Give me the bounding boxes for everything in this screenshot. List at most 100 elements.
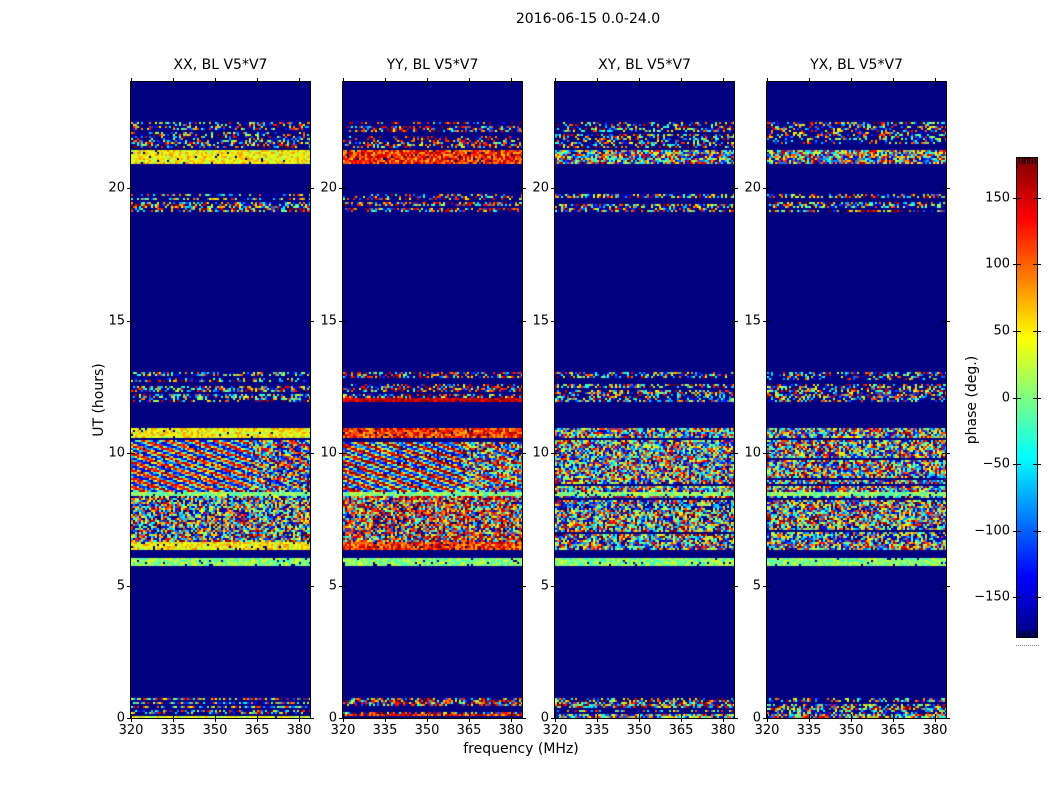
x-tick-mark (935, 78, 936, 86)
colorbar-tick-mark (1013, 331, 1021, 332)
heatmap-yy (343, 82, 522, 718)
x-tick-mark (851, 714, 852, 722)
y-tick-mark (763, 586, 771, 587)
colorbar-label: phase (deg.) (964, 355, 980, 445)
y-tick-label: 15 (320, 313, 337, 329)
colorbar-tick-mark (1033, 198, 1041, 199)
x-tick-mark (257, 714, 258, 722)
colorbar-tick-label: −100 (974, 523, 1010, 539)
y-tick-label: 5 (116, 578, 125, 594)
y-tick-label: 10 (108, 445, 125, 461)
x-tick-mark (597, 78, 598, 86)
x-tick-mark (131, 78, 132, 86)
y-tick-mark (518, 453, 526, 454)
y-tick-mark (339, 586, 347, 587)
colorbar-tick-mark (1013, 264, 1021, 265)
y-tick-mark (306, 586, 314, 587)
x-tick-mark (469, 78, 470, 86)
y-tick-label: 20 (532, 180, 549, 196)
x-tick-mark (723, 714, 724, 722)
x-tick-mark (639, 78, 640, 86)
x-tick-label: 350 (202, 723, 228, 738)
y-tick-mark (942, 321, 950, 322)
x-tick-mark (469, 714, 470, 722)
y-tick-label: 20 (744, 180, 761, 196)
y-tick-mark (763, 718, 771, 719)
y-tick-mark (339, 453, 347, 454)
x-tick-label: 335 (160, 723, 186, 738)
y-tick-mark (730, 188, 738, 189)
colorbar-tick-mark (1013, 597, 1021, 598)
x-tick-mark (511, 78, 512, 86)
x-tick-label: 335 (584, 723, 610, 738)
x-tick-mark (935, 714, 936, 722)
panel-xy: XY, BL V5*V7 320 335 350 365 380 0 5 10 15 20 (532, 57, 738, 738)
y-tick-mark (730, 321, 738, 322)
y-tick-mark (942, 453, 950, 454)
x-tick-label: 335 (796, 723, 822, 738)
colorbar-tick-mark (1013, 198, 1021, 199)
panel-title-xy: XY, BL V5*V7 (598, 57, 691, 73)
colorbar (1016, 157, 1038, 638)
y-tick-mark (518, 188, 526, 189)
colorbar-tick-mark (1033, 464, 1041, 465)
y-tick-mark (730, 718, 738, 719)
x-tick-label: 320 (118, 723, 144, 738)
y-tick-mark (551, 718, 559, 719)
y-tick-mark (127, 321, 135, 322)
y-tick-mark (518, 321, 526, 322)
x-tick-mark (597, 714, 598, 722)
y-tick-label: 5 (328, 578, 337, 594)
x-tick-mark (681, 714, 682, 722)
y-tick-mark (551, 321, 559, 322)
x-tick-mark (343, 78, 344, 86)
x-tick-label: 320 (754, 723, 780, 738)
y-tick-mark (551, 188, 559, 189)
y-tick-label: 20 (320, 180, 337, 196)
x-tick-mark (173, 714, 174, 722)
y-tick-mark (551, 586, 559, 587)
x-tick-label: 380 (286, 723, 312, 738)
x-tick-label: 380 (922, 723, 948, 738)
y-tick-mark (763, 453, 771, 454)
y-tick-label: 15 (532, 313, 549, 329)
colorbar-tick-mark (1013, 531, 1021, 532)
figure-title: 2016-06-15 0.0-24.0 (515, 11, 661, 27)
x-tick-mark (639, 714, 640, 722)
y-tick-mark (339, 188, 347, 189)
y-tick-mark (127, 453, 135, 454)
panel-yx: YX, BL V5*V7 320 335 350 365 380 0 5 10 15 20 (744, 57, 950, 738)
x-tick-mark (427, 78, 428, 86)
y-tick-label: 5 (752, 578, 761, 594)
x-tick-mark (385, 714, 386, 722)
y-tick-mark (127, 188, 135, 189)
x-tick-mark (893, 714, 894, 722)
y-tick-mark (339, 321, 347, 322)
y-tick-mark (339, 718, 347, 719)
y-tick-label: 10 (320, 445, 337, 461)
y-tick-mark (730, 453, 738, 454)
panel-xx: XX, BL V5*V7 320 335 350 365 380 0 5 10 15 20 (108, 57, 314, 738)
y-tick-mark (942, 718, 950, 719)
y-tick-mark (763, 188, 771, 189)
y-tick-mark (306, 188, 314, 189)
colorbar-tick-label: 100 (985, 256, 1010, 272)
colorbar-tick-label: −150 (974, 589, 1010, 605)
colorbar-tick-label: 150 (985, 190, 1010, 206)
x-tick-mark (215, 78, 216, 86)
y-tick-label: 0 (328, 710, 337, 726)
x-tick-label: 335 (372, 723, 398, 738)
panel-title-yx: YX, BL V5*V7 (810, 57, 903, 73)
y-tick-mark (551, 453, 559, 454)
colorbar-tick-label: 50 (993, 323, 1010, 339)
x-tick-label: 320 (542, 723, 568, 738)
x-tick-label: 365 (880, 723, 906, 738)
colorbar-dotted-line (1016, 645, 1039, 646)
x-tick-mark (681, 78, 682, 86)
x-tick-label: 380 (710, 723, 736, 738)
y-tick-label: 10 (532, 445, 549, 461)
x-axis-label: frequency (MHz) (463, 741, 579, 757)
y-tick-label: 20 (108, 180, 125, 196)
y-tick-label: 0 (540, 710, 549, 726)
